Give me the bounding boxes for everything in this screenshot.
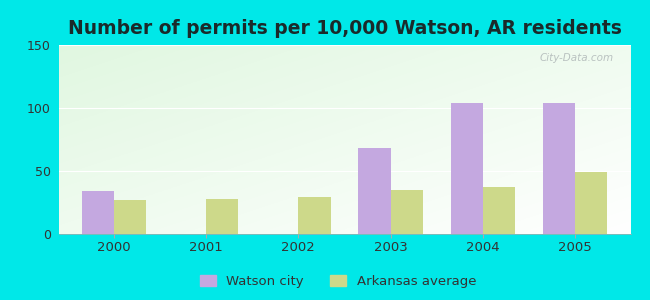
Bar <box>81 191 114 234</box>
Bar <box>450 103 483 234</box>
Bar <box>575 172 608 234</box>
Bar <box>114 200 146 234</box>
Bar <box>358 148 391 234</box>
Bar <box>206 199 239 234</box>
Bar <box>391 190 423 234</box>
Bar <box>543 103 575 234</box>
Bar <box>483 188 515 234</box>
Title: Number of permits per 10,000 Watson, AR residents: Number of permits per 10,000 Watson, AR … <box>68 19 621 38</box>
Bar <box>298 197 331 234</box>
Text: City-Data.com: City-Data.com <box>540 52 614 63</box>
Legend: Watson city, Arkansas average: Watson city, Arkansas average <box>194 270 482 293</box>
